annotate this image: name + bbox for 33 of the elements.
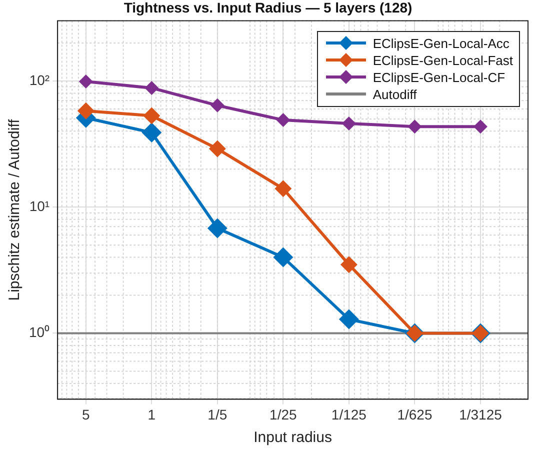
x-axis-title: Input radius: [254, 429, 332, 446]
x-tick-label: 1/5: [208, 406, 228, 422]
y-axis-title: Lipschitz estimate / Autodiff: [6, 118, 24, 301]
point: [207, 218, 228, 238]
x-tick-label: 1/3125: [459, 406, 502, 422]
point: [342, 116, 356, 131]
point: [142, 122, 162, 143]
legend-label: EClipsE-Gen-Local-Acc: [372, 36, 510, 51]
point: [77, 102, 94, 120]
point: [208, 140, 226, 158]
x-tick-label: 1/25: [270, 406, 298, 422]
point: [276, 113, 290, 128]
point: [473, 120, 488, 134]
point: [210, 98, 224, 112]
point: [340, 256, 358, 274]
y-tick-label: 10⁰: [28, 324, 50, 340]
point: [78, 74, 93, 89]
x-tick-label: 5: [82, 406, 90, 422]
point: [274, 180, 292, 198]
legend-label: Autodiff: [372, 86, 417, 102]
y-tick-label: 10²: [29, 72, 50, 88]
point: [273, 247, 294, 268]
x-tick-label: 1/625: [397, 406, 432, 422]
point: [408, 120, 422, 134]
x-tick-label: 1: [148, 406, 156, 422]
y-tick-label: 10¹: [29, 198, 50, 214]
x-tick-label: 1/125: [331, 406, 367, 422]
point: [338, 309, 359, 330]
point: [143, 107, 160, 124]
legend-label: EClipsE-Gen-Local-CF: [372, 70, 506, 85]
point: [144, 80, 159, 95]
chart-title: Tightness vs. Input Radius — 5 layers (128): [124, 0, 412, 16]
legend-label: EClipsE-Gen-Local-Fast: [372, 52, 513, 68]
